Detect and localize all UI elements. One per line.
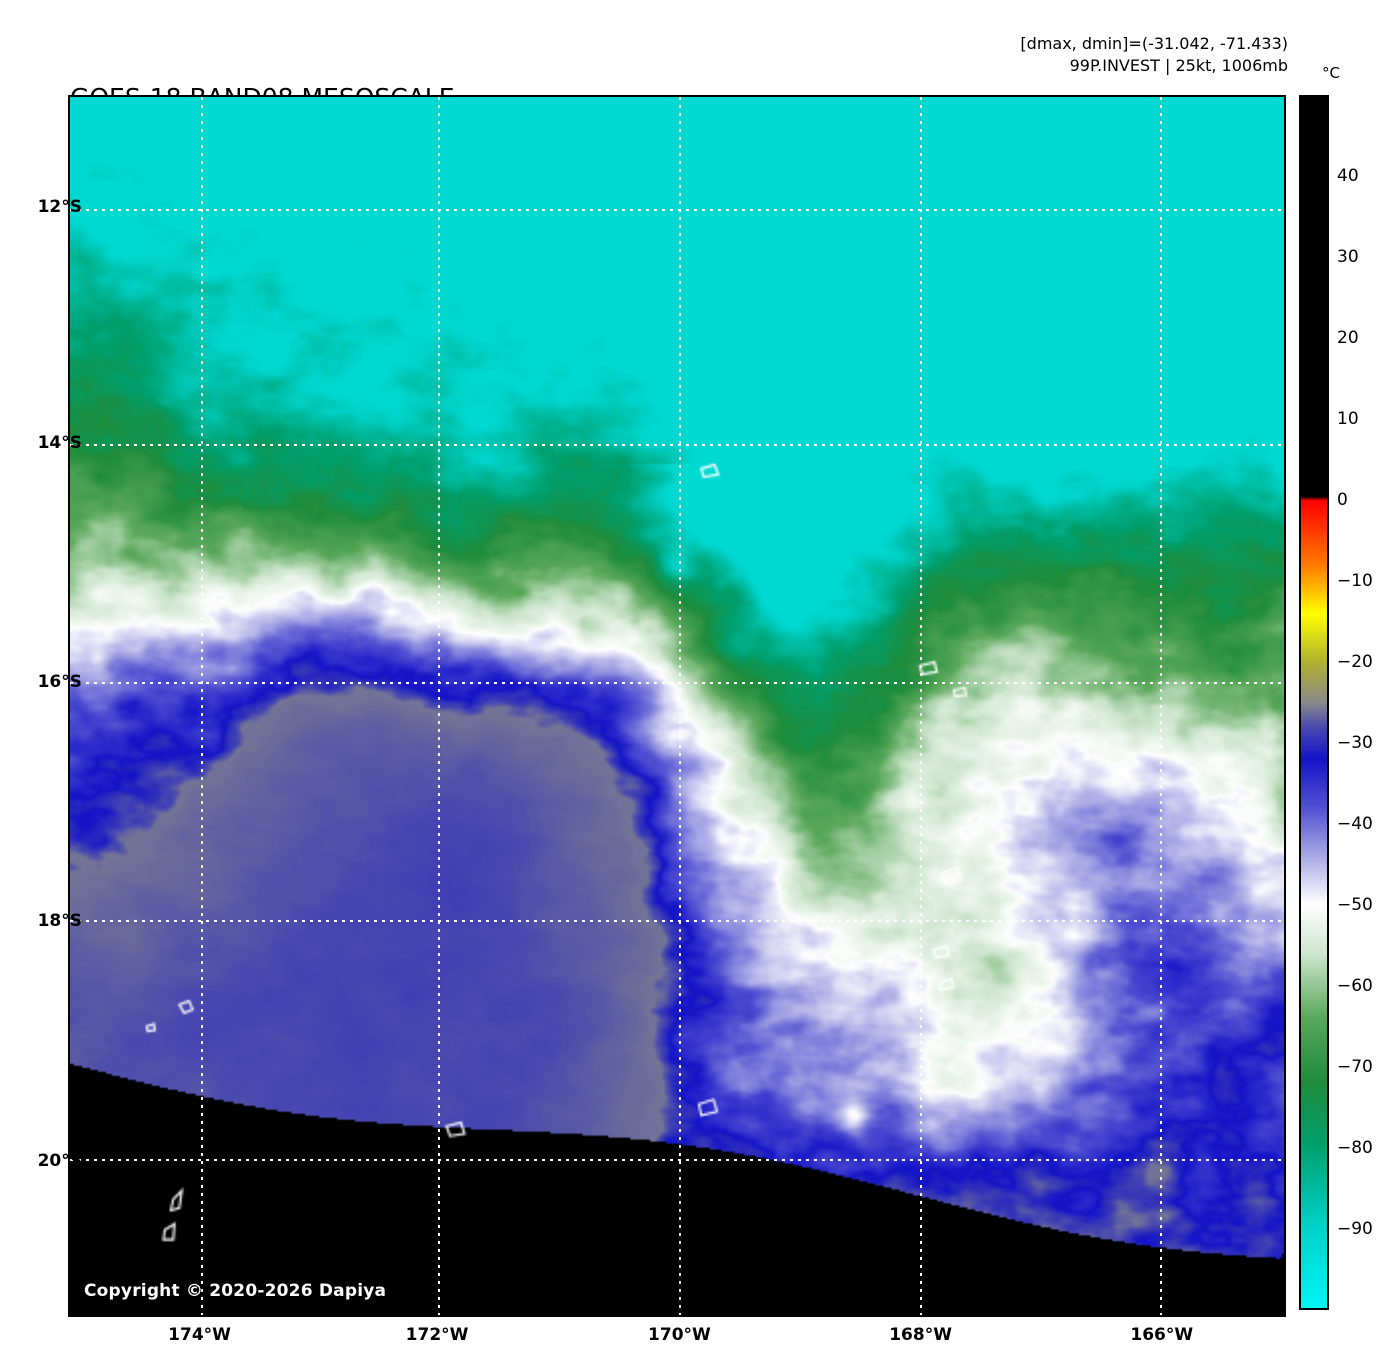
copyright-notice: Copyright © 2020-2026 Dapiya [84,1281,387,1301]
colorbar-tick-label: −90 [1337,1219,1373,1239]
colorbar-tick-label: −50 [1337,895,1373,915]
colorbar-tick-label: −60 [1337,976,1373,996]
latitude-tick-label: 20°S [37,1150,82,1171]
longitude-tick-label: 170°W [648,1325,711,1345]
colorbar-tick-label: 0 [1337,490,1348,510]
colorbar-unit-label: °C [1322,64,1340,82]
latitude-tick-label: 14°S [37,433,82,454]
colorbar-tick-label: −40 [1337,814,1373,834]
storm-info-label: 99P.INVEST | 25kt, 1006mb [1069,56,1288,75]
metadata-block: [dmax, dmin]=(-31.042, -71.433) 99P.INVE… [1020,33,1288,77]
satellite-imagery-canvas [70,97,1284,1315]
longitude-tick-label: 174°W [168,1325,231,1345]
colorbar-tick-label: 40 [1337,166,1359,186]
dmax-dmin-label: [dmax, dmin]=(-31.042, -71.433) [1020,34,1288,53]
latitude-tick-label: 18°S [37,911,82,932]
latitude-tick-label: 16°S [37,671,82,692]
colorbar-tick-label: −20 [1337,652,1373,672]
longitude-tick-label: 166°W [1130,1325,1194,1345]
colorbar-tick-label: −30 [1337,733,1373,753]
colorbar-tick-label: −80 [1337,1138,1373,1158]
colorbar-tick-label: −10 [1337,571,1373,591]
temperature-colorbar[interactable] [1299,95,1329,1310]
colorbar-gradient [1301,97,1327,1308]
latitude-tick-label: 12°S [37,197,82,218]
colorbar-tick-label: −70 [1337,1057,1373,1077]
satellite-image-plot[interactable]: Copyright © 2020-2026 Dapiya [68,95,1286,1317]
longitude-tick-label: 168°W [889,1325,952,1345]
longitude-tick-label: 172°W [405,1325,469,1345]
colorbar-tick-label: 30 [1337,247,1359,267]
colorbar-tick-label: 20 [1337,328,1359,348]
colorbar-tick-label: 10 [1337,409,1359,429]
